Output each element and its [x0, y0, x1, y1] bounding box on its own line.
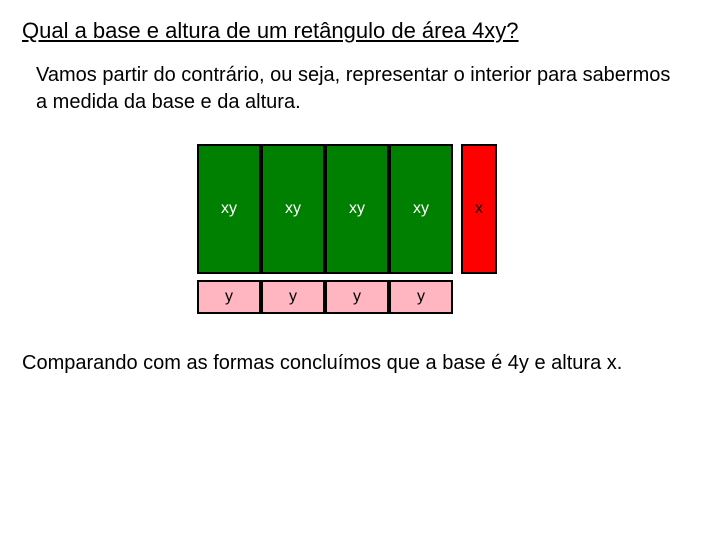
intro-text: Vamos partir do contrário, ou seja, repr…: [36, 62, 684, 116]
diagram-bottom-row: y y y y: [197, 280, 453, 314]
pink-cell: y: [261, 280, 325, 314]
pink-cell: y: [389, 280, 453, 314]
diagram: xy xy xy xy x y y y y: [197, 144, 698, 314]
green-cell: xy: [325, 144, 389, 274]
pink-cell: y: [325, 280, 389, 314]
pink-cell: y: [197, 280, 261, 314]
diagram-top-row: xy xy xy xy x: [197, 144, 497, 274]
green-cell: xy: [389, 144, 453, 274]
conclusion-text: Comparando com as formas concluímos que …: [22, 350, 698, 377]
green-cell: xy: [197, 144, 261, 274]
green-cell: xy: [261, 144, 325, 274]
red-cell: x: [461, 144, 497, 274]
page-title: Qual a base e altura de um retângulo de …: [22, 18, 698, 44]
